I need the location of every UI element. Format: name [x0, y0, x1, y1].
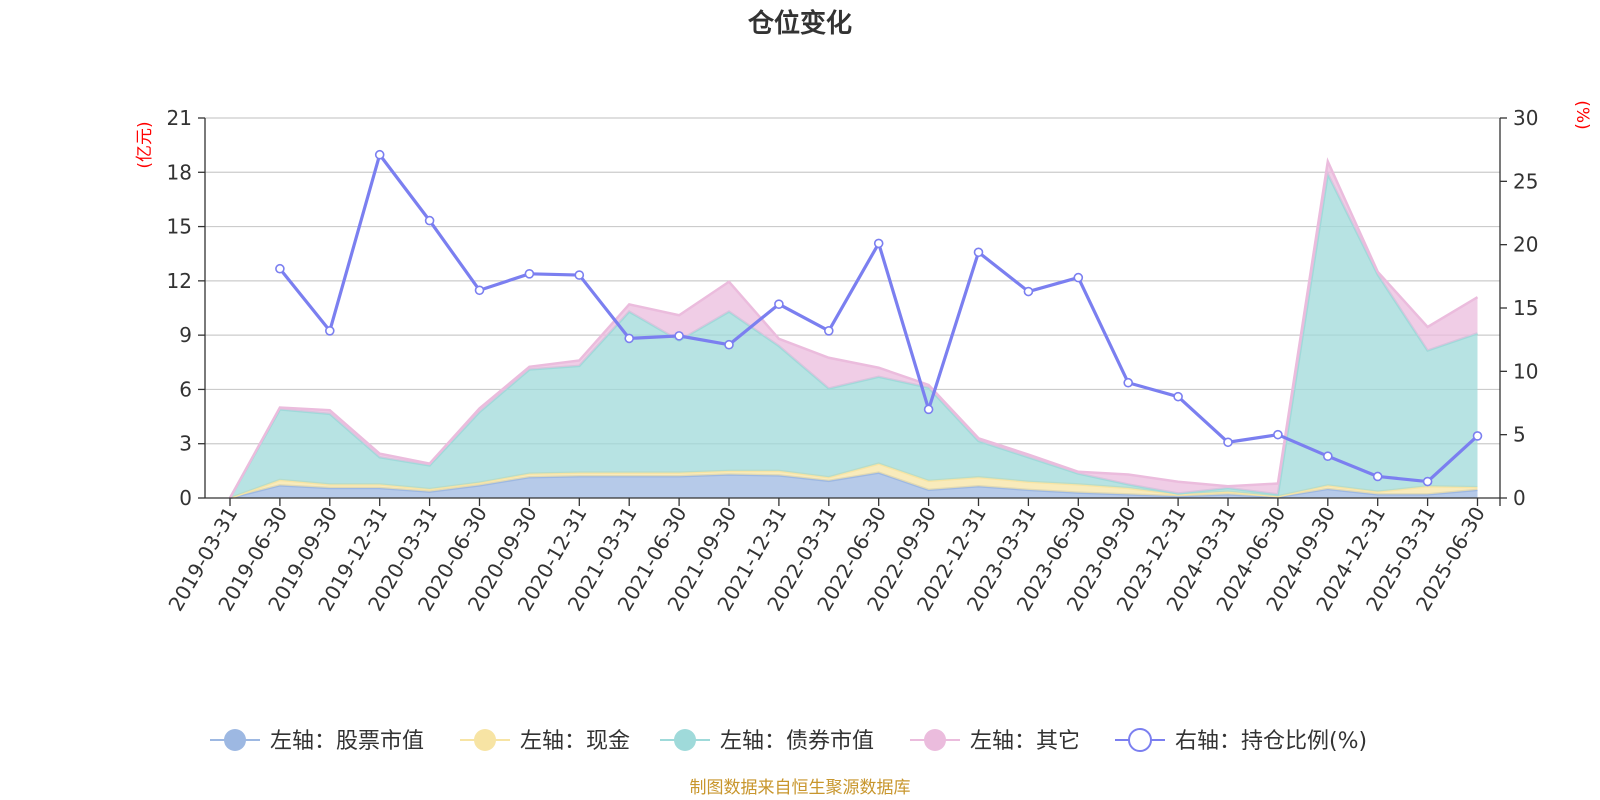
chart-title: 仓位变化 — [747, 8, 852, 39]
right-tick-label: 5 — [1513, 423, 1526, 447]
left-tick-label: 6 — [179, 377, 192, 401]
ratio-point — [923, 404, 934, 415]
ratio-point — [1173, 391, 1183, 402]
ratio-point — [574, 270, 585, 280]
stacked-areas — [228, 157, 1479, 500]
legend-marker — [1128, 728, 1152, 752]
ratio-point — [474, 285, 485, 296]
area-series-1 — [230, 472, 1478, 498]
right-tick-label: 25 — [1513, 169, 1538, 193]
ratio-point — [424, 215, 435, 226]
right-tick-label: 30 — [1513, 106, 1538, 130]
left-tick-label: 18 — [167, 160, 192, 184]
ratio-point — [1073, 272, 1084, 283]
ratio-point — [724, 339, 734, 350]
ratio-point — [1323, 451, 1333, 462]
left-tick-label: 0 — [179, 486, 192, 510]
legend-marker — [924, 729, 946, 751]
left-tick-label: 9 — [179, 323, 192, 347]
ratio-point — [374, 149, 385, 160]
left-tick-label: 3 — [179, 432, 192, 456]
legend-label: 左轴：其它 — [970, 729, 1080, 754]
right-tick-label: 15 — [1513, 296, 1538, 320]
left-axis-unit: (亿元) — [135, 121, 155, 168]
grid-lines — [205, 117, 1500, 445]
ratio-point — [624, 333, 635, 344]
ratio-line — [275, 149, 1483, 487]
ratio-point — [1023, 286, 1034, 297]
area-series-3 — [230, 174, 1478, 498]
ratio-point — [973, 247, 984, 258]
legend-label: 左轴：现金 — [520, 729, 630, 754]
legend-marker — [674, 729, 696, 751]
legend-marker — [224, 729, 246, 751]
ratio-point — [1223, 437, 1233, 448]
ratio-point — [275, 263, 285, 274]
ratio-point — [1372, 471, 1383, 482]
ratio-point — [674, 331, 684, 341]
left-tick-label: 12 — [167, 269, 192, 293]
ratio-point — [1273, 429, 1283, 440]
legend-label: 右轴：持仓比例(%) — [1175, 729, 1367, 754]
right-axis-unit: (%) — [1572, 100, 1592, 129]
left-tick-label: 15 — [167, 215, 192, 239]
ratio-point — [1472, 431, 1483, 441]
ratio-point — [1123, 377, 1133, 388]
legend-label: 左轴：债券市值 — [720, 729, 874, 754]
ratio-point — [1422, 476, 1433, 487]
legend: 左轴：股票市值 左轴：现金 左轴：债券市值 左轴：其它 右轴：持仓比例(%) — [210, 728, 1367, 754]
legend-marker — [474, 729, 496, 751]
right-tick-label: 10 — [1513, 359, 1538, 383]
ratio-point — [774, 299, 784, 310]
data-source-note: 制图数据来自恒生聚源数据库 — [690, 778, 911, 798]
ratio-point — [324, 325, 335, 336]
area-outline-series-3 — [228, 170, 1478, 499]
area-outline-series-4 — [228, 157, 1479, 499]
left-tick-label: 21 — [167, 106, 192, 130]
legend-label: 左轴：股票市值 — [270, 729, 424, 754]
right-tick-label: 20 — [1513, 233, 1538, 257]
right-tick-label: 0 — [1513, 486, 1526, 510]
ratio-point — [823, 325, 834, 336]
ratio-point — [524, 268, 535, 279]
ratio-point — [873, 238, 884, 249]
